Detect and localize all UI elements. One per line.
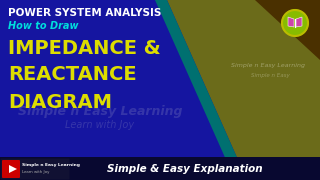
Text: POWER SYSTEM ANALYSIS: POWER SYSTEM ANALYSIS	[8, 8, 161, 18]
Text: Simple n Easy: Simple n Easy	[251, 73, 289, 78]
Text: Simple n Easy Learning: Simple n Easy Learning	[18, 105, 182, 118]
Text: How to Draw: How to Draw	[8, 21, 78, 31]
Text: REACTANCE: REACTANCE	[8, 66, 137, 84]
Text: Simple & Easy Explanation: Simple & Easy Explanation	[107, 163, 263, 174]
Polygon shape	[288, 17, 294, 27]
Polygon shape	[255, 0, 320, 60]
Text: IMPEDANCE &: IMPEDANCE &	[8, 39, 161, 57]
Text: Simple n Easy Learning: Simple n Easy Learning	[231, 62, 305, 68]
Text: Learn with Joy: Learn with Joy	[22, 170, 49, 174]
Text: DIAGRAM: DIAGRAM	[8, 93, 112, 111]
Polygon shape	[0, 0, 235, 180]
Bar	[0, 157, 320, 180]
Text: Learn with Joy: Learn with Joy	[65, 120, 135, 130]
FancyBboxPatch shape	[1, 159, 69, 179]
Polygon shape	[9, 165, 17, 173]
Circle shape	[282, 10, 308, 36]
FancyBboxPatch shape	[2, 160, 20, 178]
Polygon shape	[296, 17, 302, 27]
Text: Simple n Easy Learning: Simple n Easy Learning	[22, 163, 80, 167]
Polygon shape	[167, 0, 320, 180]
Polygon shape	[155, 0, 247, 180]
